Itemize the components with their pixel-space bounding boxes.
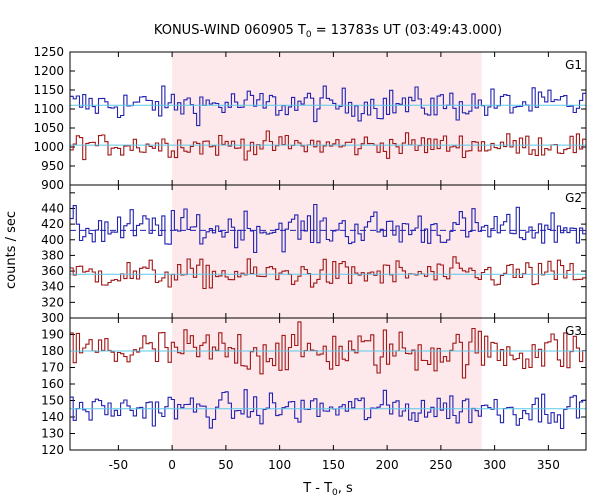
x-axis-label: T - T0, s bbox=[302, 481, 353, 498]
y-axis-label: counts / sec bbox=[4, 211, 19, 289]
y-tick-label: 950 bbox=[41, 159, 64, 173]
x-tick-label: 50 bbox=[218, 458, 233, 472]
y-tick-label: 380 bbox=[41, 248, 64, 262]
y-tick-label: 180 bbox=[41, 344, 64, 358]
y-tick-label: 1250 bbox=[33, 45, 64, 59]
y-tick-label: 1100 bbox=[33, 102, 64, 116]
series-red bbox=[70, 256, 586, 290]
y-tick-label: 160 bbox=[41, 377, 64, 391]
x-tick-label: 0 bbox=[168, 458, 176, 472]
series-red bbox=[70, 321, 586, 379]
x-tick-label: 100 bbox=[268, 458, 291, 472]
panel-frame bbox=[69, 317, 587, 451]
x-tick-label: 200 bbox=[376, 458, 399, 472]
y-tick-label: 420 bbox=[41, 217, 64, 231]
y-tick-label: 440 bbox=[41, 201, 64, 215]
chart-title-main: KONUS-WIND 060905 T bbox=[154, 23, 306, 38]
y-tick-label: 140 bbox=[41, 410, 64, 424]
y-tick-label: 900 bbox=[41, 178, 64, 192]
chart-title: KONUS-WIND 060905 T0 = 13783s UT (03:49:… bbox=[154, 23, 502, 40]
series-blue bbox=[70, 389, 586, 430]
panel-label: G3 bbox=[565, 324, 582, 338]
y-tick-label: 320 bbox=[41, 295, 64, 309]
x-axis-label-sub: 0 bbox=[332, 488, 338, 498]
series-red bbox=[70, 130, 586, 161]
x-axis-label-rest: , s bbox=[338, 481, 353, 496]
x-tick-label: 250 bbox=[429, 458, 452, 472]
chart-title-sub: 0 bbox=[306, 30, 312, 40]
plot-area: 900950100010501100115012001250G130032034… bbox=[33, 45, 587, 472]
series-blue bbox=[70, 203, 586, 254]
y-tick-label: 170 bbox=[41, 361, 64, 375]
x-tick-label: 150 bbox=[322, 458, 345, 472]
panel-g1: 900 950 1000 1050 1100 1150 1200 1250 G1 bbox=[33, 45, 587, 192]
panel-g3: 120 130 140 150 160 170 180 190 G3 bbox=[41, 317, 587, 457]
x-tick-label: -50 bbox=[109, 458, 129, 472]
y-tick-label: 360 bbox=[41, 264, 64, 278]
y-tick-label: 190 bbox=[41, 328, 64, 342]
highlight-interval bbox=[172, 52, 482, 450]
y-tick-label: 130 bbox=[41, 427, 64, 441]
y-tick-label: 1050 bbox=[33, 121, 64, 135]
y-tick-label: 1000 bbox=[33, 140, 64, 154]
y-tick-label: 340 bbox=[41, 280, 64, 294]
chart-title-rest: = 13783s UT (03:49:43.000) bbox=[312, 23, 502, 38]
y-tick-label: 150 bbox=[41, 394, 64, 408]
x-tick-label: 300 bbox=[483, 458, 506, 472]
y-tick-label: 300 bbox=[41, 311, 64, 325]
panel-label: G2 bbox=[565, 191, 582, 205]
y-tick-label: 1200 bbox=[33, 64, 64, 78]
panel-label: G1 bbox=[565, 58, 582, 72]
x-tick-label: 350 bbox=[537, 458, 560, 472]
y-tick-label: 400 bbox=[41, 233, 64, 247]
y-tick-label: 120 bbox=[41, 443, 64, 457]
x-axis-label-main: T - T bbox=[302, 481, 332, 496]
y-tick-label: 1150 bbox=[33, 83, 64, 97]
